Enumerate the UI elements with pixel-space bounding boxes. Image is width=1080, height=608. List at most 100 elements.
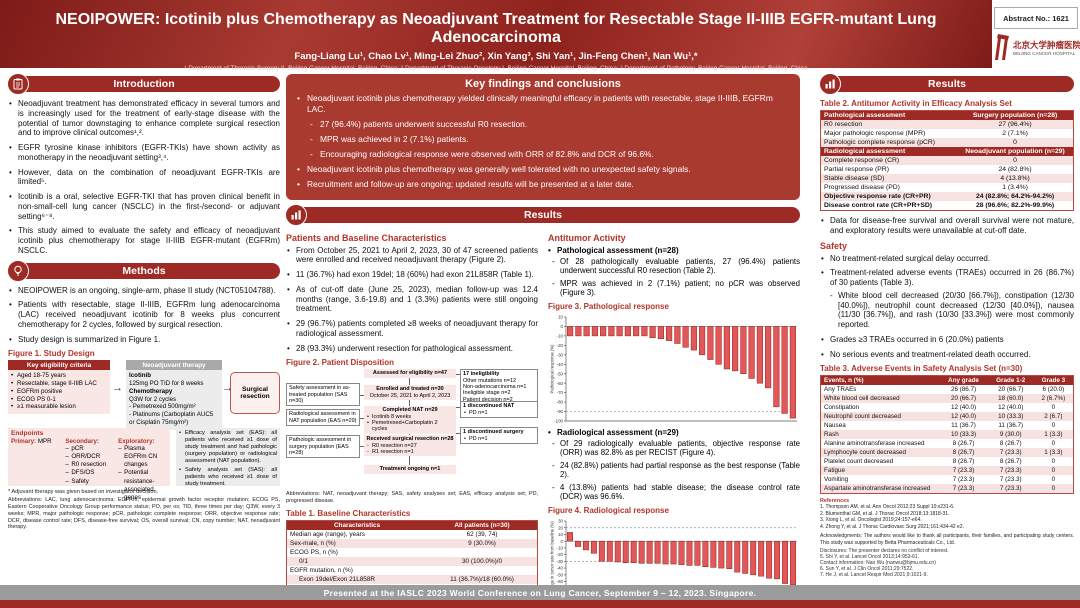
table-cell: Disease control rate (CR+PR+SD) [824,202,933,209]
table-cell: 7 (23.3) [999,449,1022,457]
table-row: Median age (range), years 62 (39, 74) [287,530,538,539]
abstract-number: Abstract No.: 1621 [994,7,1078,29]
list-item: Pemetrexed+Carboplatin 2 cycles [366,420,454,433]
table-cell: ECOG PS, n (%) [290,548,338,556]
section-methods-header: Methods [7,259,280,282]
waterfall-bar [616,325,623,336]
column-header: Grade 3 [1033,375,1074,386]
svg-text:10: 10 [558,532,563,537]
table-cell: Vomiting [824,476,849,484]
header: NEOIPOWER: Icotinib plus Chemotherapy as… [0,0,992,72]
table-cell: 4 (13.8%) [1000,175,1030,182]
waterfall-bar [590,540,597,554]
list-item: Grades ≥3 TRAEs occurred in 6 (20.0%) pa… [820,335,1074,345]
table-cell: White blood cell decreased [824,395,900,403]
discontinued-nat-box: 1 discontinued NAT PD n=1 [460,401,538,418]
list-item: Chemotherapy [129,387,173,395]
svg-text:Change in tumor size from base: Change in tumor size from baseline (%) [550,520,555,594]
table-cell: 0 [1051,440,1056,448]
waterfall-bar [707,325,714,360]
table-row: Platelet count decreased 8 (26.7) 8 (26.7)… [821,457,1074,466]
list-item: Treatment-related adverse events (TRAEs)… [820,268,1074,288]
list-item: 24 (82.8%) patients had partial response… [548,461,800,480]
svg-text:20: 20 [558,525,563,530]
figure2-abbreviations: Abbreviations: NAT, neoadjuvant therapy;… [286,491,538,504]
authors: Fang-Liang Lu¹, Chao Lv¹, Ming-Lei Zhuo²… [294,51,698,62]
patients-bullets: From October 25, 2021 to April 2, 2023, … [286,246,538,354]
list-item: Recruitment and follow-up are ongoing; u… [296,179,790,190]
waterfall-bar [678,540,685,565]
table3-adverse-events: Events, n (%) Any grade Grade 1-2 Grade 3 An… [820,375,1074,495]
hospital-logo: 北京大学肿瘤医院 BEIJING CANCER HOSPITAL [994,34,1080,60]
waterfall-bar [702,540,709,567]
poster-title: NEOIPOWER: Icotinib plus Chemotherapy as… [55,11,937,46]
table-cell: 6 (20.0) [1042,386,1065,394]
table-cell: 7 (23.3) [999,476,1022,484]
key-findings-box: Key findings and conclusions Neoadjuvant… [286,74,800,200]
table-row: Progressed disease (PD) 1 (3.4%) [821,183,1074,192]
list-item: 5. Shi Y, et al. Lancet Oncol 2013;14:95… [820,554,920,561]
therapy-box-title: Neoadjuvant therapy [126,360,222,371]
svg-text:-50: -50 [557,371,564,376]
waterfall-bar [654,540,661,564]
exploratory-endpoints-label: Exploratory: [118,438,155,446]
section-results-mid-header: Results [285,203,800,226]
disclosures-contact-lines: Disclosures: The presenter declares no c… [820,548,1074,578]
flow-line [454,374,462,376]
list-item: - Platinums (Carboplatin AUC5 or Cisplat… [129,411,214,426]
svg-text:-40: -40 [557,565,564,570]
table-cell: 12 (40.0) [998,404,1024,412]
table-cell: Partial response (PR) [824,166,889,173]
table: Events, n (%) Any grade Grade 1-2 Grade 3 An… [820,375,1074,495]
list-item: ECOG PS 0-1 [10,396,108,404]
list-item: Aged 18-75 years [10,372,108,380]
table-cell: 7 (23.3) [952,476,975,484]
list-item: Data for disease-free survival and overa… [820,216,1074,236]
flow-line [454,433,462,435]
list-item: Neoadjuvant icotinib plus chemotherapy y… [296,93,790,114]
list-item: Non-adenocarcinoma n=1 [463,383,527,390]
column-header: All patients (n=30) [427,520,538,530]
list-item: Encouraging radiological response were o… [296,149,790,160]
completed-nat-box: Completed NAT n=29 Icotinib 8 weeksPemet… [364,406,456,434]
list-item: R1 resection n=1 [366,449,454,456]
svg-text:-70: -70 [557,390,564,395]
svg-text:-30: -30 [557,352,564,357]
table-cell: 1 (3.4%) [1002,184,1028,191]
radiological-assessment-heading: Radiological assessment (n=29) [548,428,800,437]
table-cell: 7 (23.3) [952,485,975,493]
list-item: As of cut-off date (June 25, 2023), medi… [286,285,538,314]
waterfall-bar [608,325,615,336]
enrolled-box: Enrolled and treated n=30 October 25, 20… [364,385,456,400]
svg-text:-60: -60 [557,380,564,385]
list-item: ≥1 measurable lesion [10,403,108,411]
svg-text:-10: -10 [557,545,564,550]
svg-text:Pathological response (%): Pathological response (%) [550,343,555,392]
clipboard-icon [7,73,29,95]
table-cell [427,566,537,575]
table-cell: Stable disease (SD) [824,175,885,182]
waterfall-bar [710,540,717,568]
discontinued-surgery-box: 1 discontinued surgery PD n=1 [460,427,538,444]
hospital-logo-icon [995,34,1009,60]
table-cell: 2 (6.7) [1044,413,1063,421]
references-heading: References [820,498,850,505]
table-cell: Complete response (CR) [824,157,900,164]
table-cell: 11 (36.7) [998,422,1024,430]
list-item: 4 (13.8%) patients had stable disease; t… [548,483,800,502]
waterfall-bar [790,540,796,585]
table-cell: 24 (82.8%) [998,166,1032,173]
arrow-right-icon: → [112,382,123,395]
waterfall-bar [694,540,701,566]
list-item: Of 29 radiologically evaluable patients,… [548,439,800,458]
table-cell: 0 [1013,139,1017,146]
table-cell: 8 (26.7) [952,440,975,448]
safety-assessment-box: Safety assessment in as-treated populati… [286,383,360,407]
list-item: MPR was achieved in 2 (7.1%) patients. [296,134,790,145]
list-item: 7. He J, et al. Lancet Respir Med 2021;9… [820,572,928,579]
waterfall-bar [600,325,607,336]
table-cell: Radiological assessment [820,147,958,156]
table-cell: 12 (40.0) [950,404,977,412]
waterfall-bar [649,325,656,338]
table-row: Radiological assessment Neoadjuvant popul… [820,147,1074,156]
